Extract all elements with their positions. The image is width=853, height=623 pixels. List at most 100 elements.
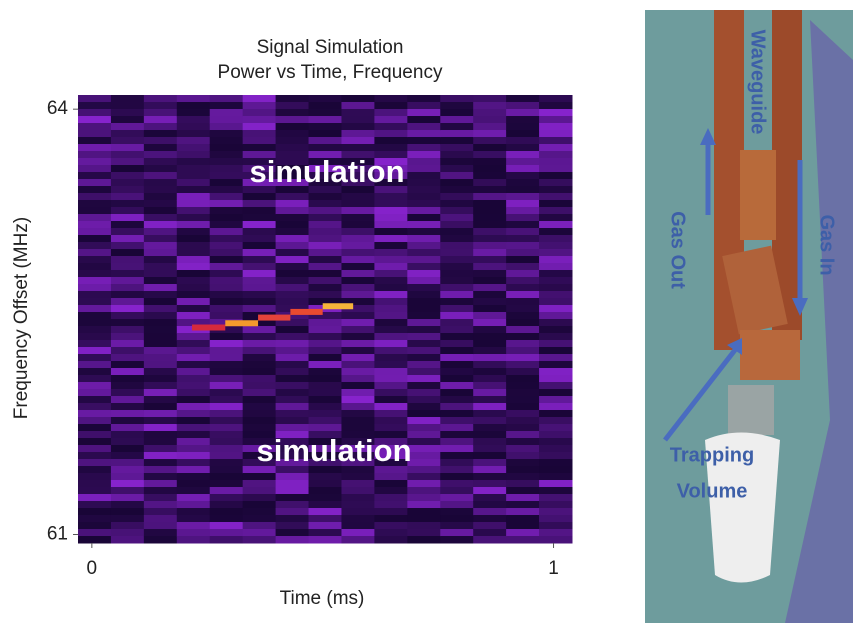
noise-cell [276, 291, 309, 299]
noise-cell [407, 263, 440, 271]
noise-cell [539, 333, 572, 341]
noise-cell [407, 200, 440, 208]
noise-cell [144, 354, 177, 362]
noise-cell [210, 263, 243, 271]
noise-cell [177, 277, 210, 285]
noise-cell [78, 536, 111, 544]
noise-cell [506, 494, 539, 502]
noise-cell [506, 193, 539, 201]
noise-cell [506, 375, 539, 383]
noise-cell [144, 263, 177, 271]
noise-cell [111, 200, 144, 208]
noise-cell [111, 312, 144, 320]
noise-cell [144, 410, 177, 418]
noise-cell [210, 424, 243, 432]
noise-cell [309, 263, 342, 271]
noise-cell [374, 221, 407, 229]
noise-cell [341, 144, 374, 152]
noise-cell [111, 354, 144, 362]
noise-cell [144, 277, 177, 285]
noise-cell [539, 396, 572, 404]
noise-cell [243, 403, 276, 411]
photo-label: Gas Out [667, 211, 689, 289]
noise-cell [506, 172, 539, 180]
noise-cell [374, 529, 407, 537]
noise-cell [341, 501, 374, 509]
noise-cell [341, 130, 374, 138]
noise-cell [473, 109, 506, 117]
noise-cell [506, 347, 539, 355]
noise-cell [111, 207, 144, 215]
noise-cell [440, 256, 473, 264]
noise-cell [177, 193, 210, 201]
noise-cell [243, 368, 276, 376]
noise-cell [407, 508, 440, 516]
noise-cell [177, 249, 210, 257]
noise-cell [276, 473, 309, 481]
noise-cell [177, 361, 210, 369]
noise-cell [539, 508, 572, 516]
noise-cell [243, 207, 276, 215]
noise-cell [276, 326, 309, 334]
noise-cell [78, 256, 111, 264]
noise-cell [78, 501, 111, 509]
noise-cell [539, 459, 572, 467]
noise-cell [78, 347, 111, 355]
noise-cell [309, 137, 342, 145]
noise-cell [111, 431, 144, 439]
noise-cell [473, 438, 506, 446]
noise-cell [243, 221, 276, 229]
noise-cell [473, 417, 506, 425]
noise-cell [210, 144, 243, 152]
noise-cell [440, 417, 473, 425]
noise-cell [341, 333, 374, 341]
noise-cell [440, 445, 473, 453]
noise-cell [144, 536, 177, 544]
noise-cell [473, 172, 506, 180]
noise-cell [111, 417, 144, 425]
noise-cell [374, 480, 407, 488]
noise-cell [341, 487, 374, 495]
noise-cell [539, 228, 572, 236]
noise-cell [144, 193, 177, 201]
noise-cell [111, 277, 144, 285]
noise-cell [440, 151, 473, 159]
noise-cell [276, 501, 309, 509]
noise-cell [506, 200, 539, 208]
noise-cell [243, 536, 276, 544]
noise-cell [309, 529, 342, 537]
noise-cell [78, 354, 111, 362]
noise-cell [374, 312, 407, 320]
noise-cell [407, 298, 440, 306]
noise-cell [210, 312, 243, 320]
noise-cell [243, 375, 276, 383]
noise-cell [473, 207, 506, 215]
noise-cell [276, 515, 309, 523]
noise-cell [341, 319, 374, 327]
noise-cell [144, 494, 177, 502]
noise-cell [341, 256, 374, 264]
noise-cell [78, 452, 111, 460]
noise-cell [440, 242, 473, 250]
noise-cell [276, 228, 309, 236]
x-tick-label: 0 [87, 558, 98, 579]
photo-label: Waveguide [747, 30, 769, 135]
noise-cell [374, 536, 407, 544]
noise-cell [177, 263, 210, 271]
noise-cell [341, 249, 374, 257]
noise-cell [374, 144, 407, 152]
noise-cell [309, 277, 342, 285]
noise-cell [276, 298, 309, 306]
noise-cell [539, 270, 572, 278]
noise-cell [78, 431, 111, 439]
noise-cell [374, 403, 407, 411]
noise-cell [506, 522, 539, 530]
noise-cell [506, 368, 539, 376]
noise-cell [144, 466, 177, 474]
noise-cell [407, 130, 440, 138]
noise-cell [539, 284, 572, 292]
noise-cell [144, 186, 177, 194]
noise-cell [506, 312, 539, 320]
noise-cell [276, 130, 309, 138]
noise-cell [539, 151, 572, 159]
